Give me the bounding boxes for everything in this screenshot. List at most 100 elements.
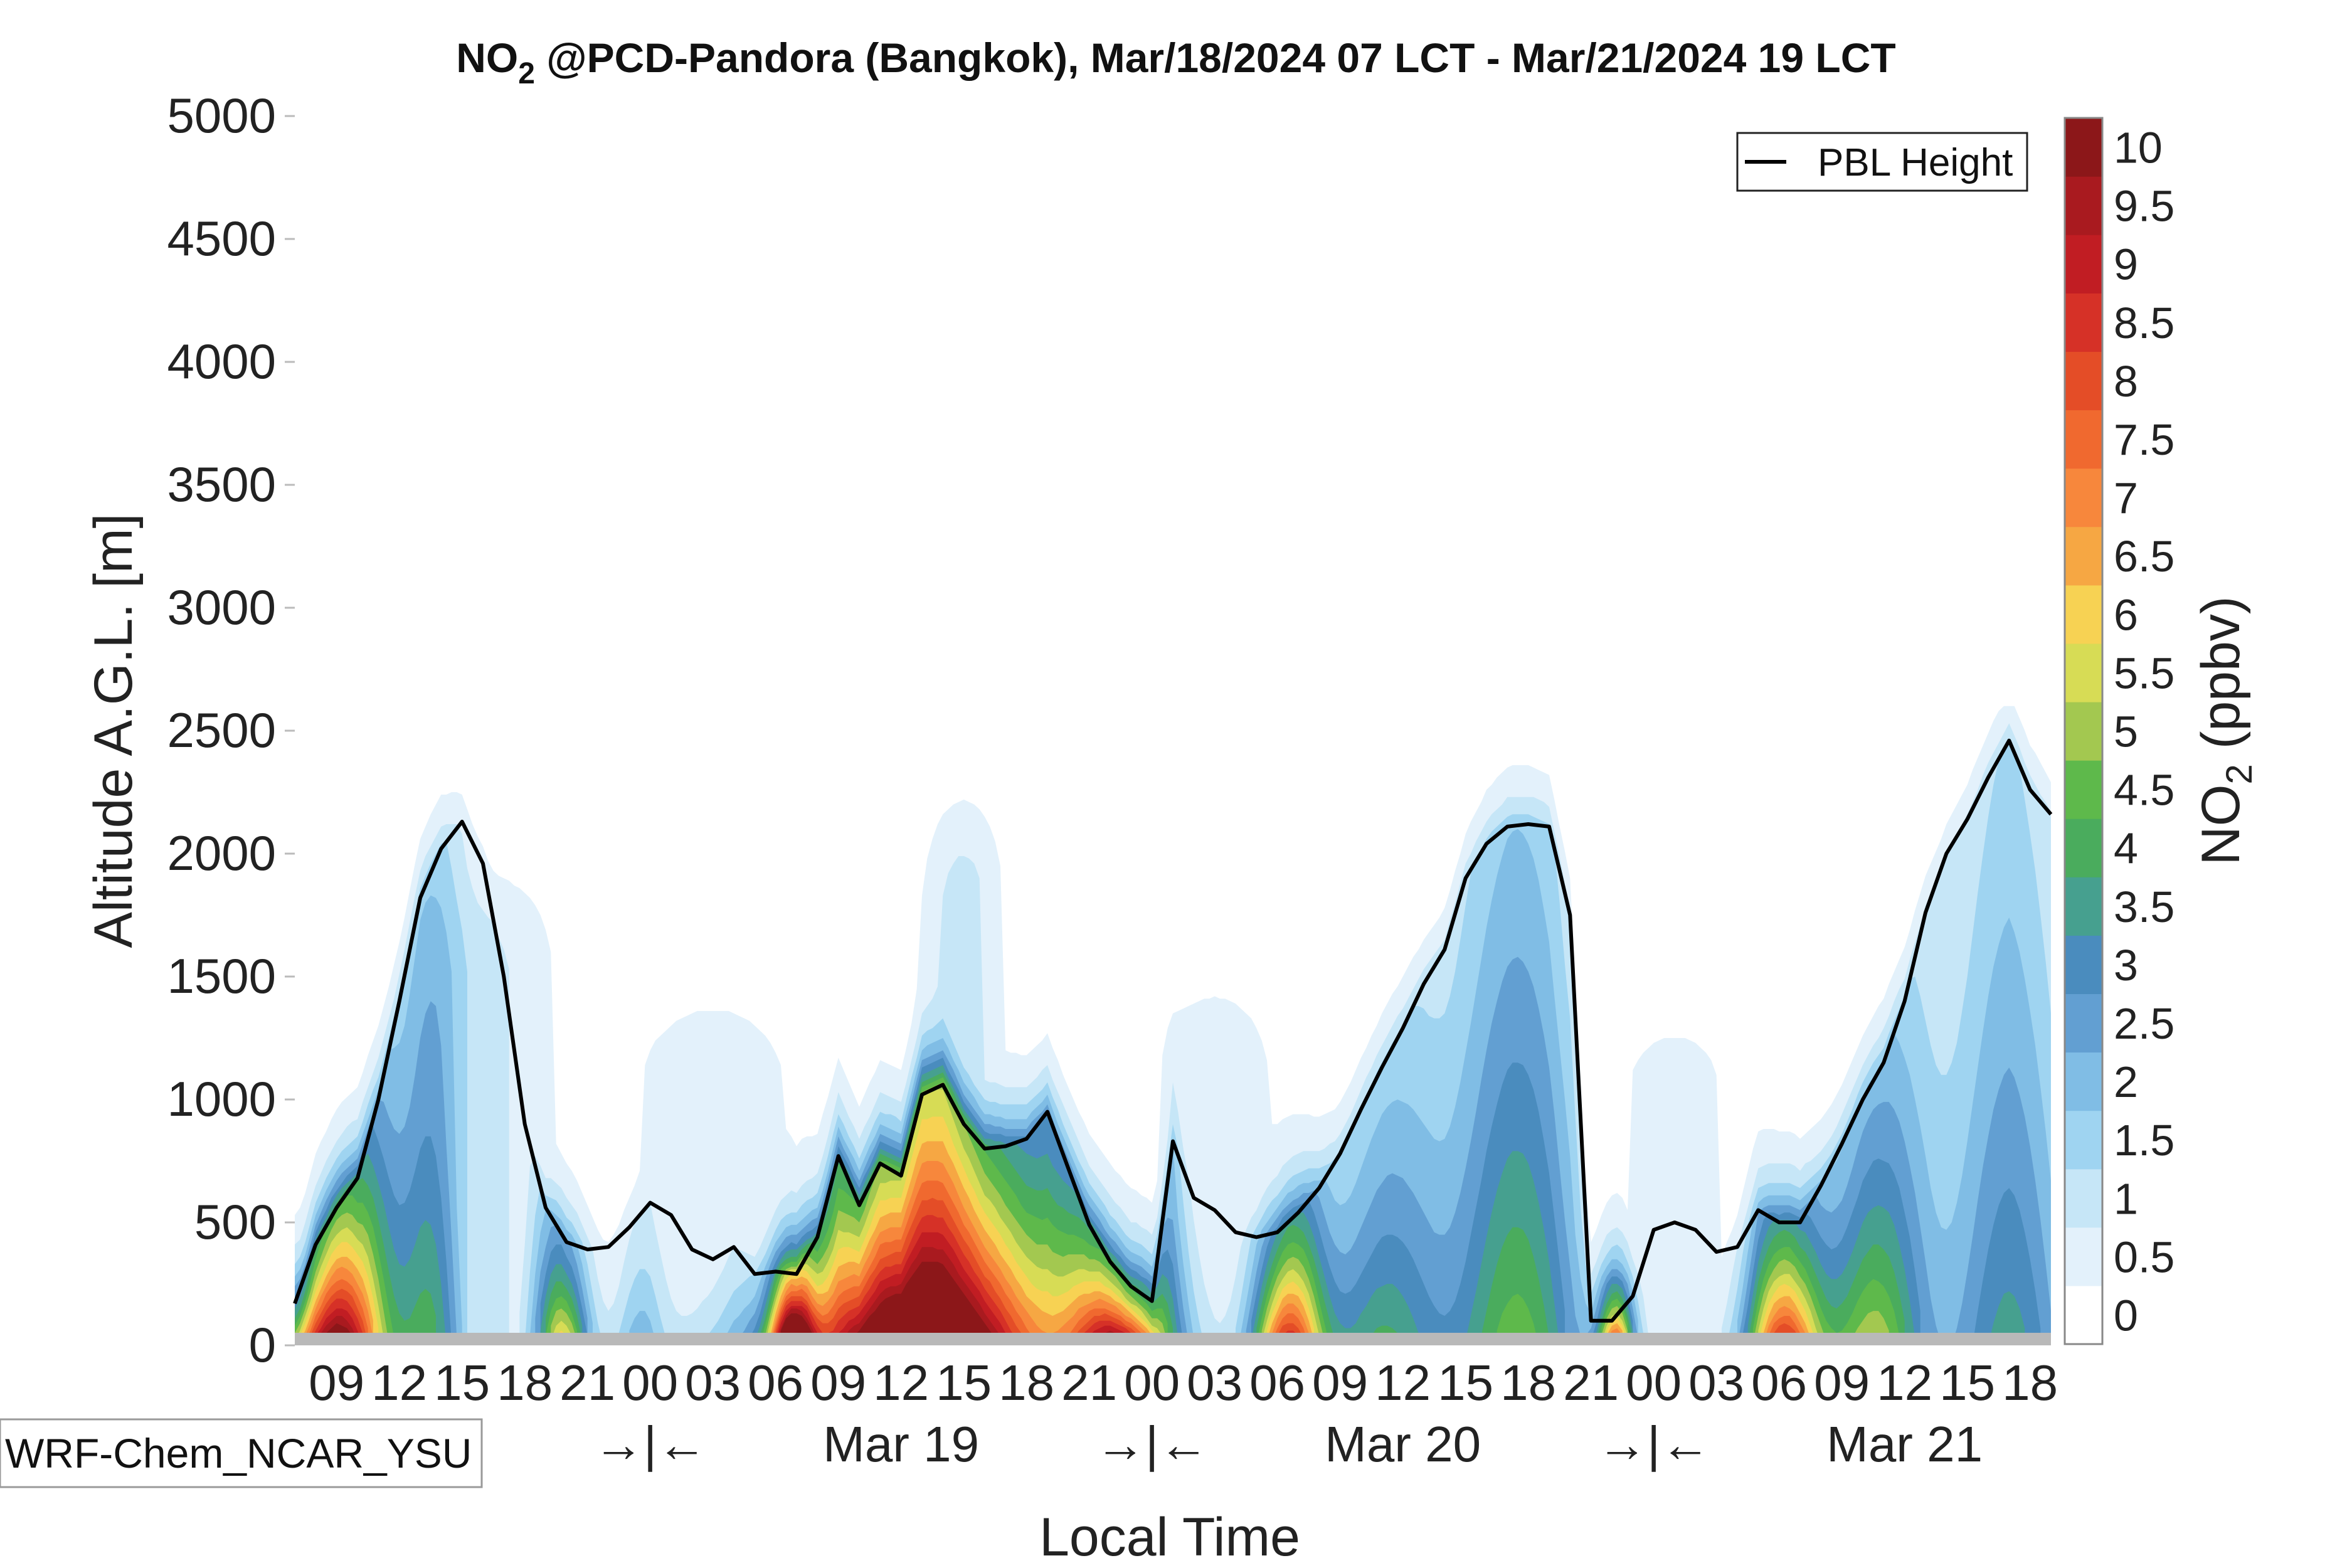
x-tick-label: 09 — [1312, 1355, 1368, 1411]
y-tick-label: 500 — [194, 1194, 276, 1249]
x-tick-label: 21 — [1563, 1355, 1619, 1411]
midnight-marker: →|← — [1095, 1416, 1209, 1472]
colorbar-tick-label: 10 — [2114, 124, 2163, 172]
day-label: Mar 21 — [1826, 1416, 1983, 1472]
x-tick-label: 03 — [1187, 1355, 1242, 1411]
y-tick-label: 3500 — [167, 457, 276, 512]
x-tick-label: 15 — [434, 1355, 490, 1411]
colorbar-label-rest: (ppbv) — [2191, 596, 2251, 765]
colorbar-swatch — [2065, 235, 2102, 294]
contour-band-10 — [320, 1261, 1131, 1345]
colorbar-label-species: NO — [2191, 784, 2251, 865]
y-tick-label: 1000 — [167, 1071, 276, 1126]
colorbar-swatch — [2065, 1110, 2102, 1170]
colorbar-swatch — [2065, 585, 2102, 644]
x-tick-label: 03 — [1688, 1355, 1744, 1411]
colorbar-swatch — [2065, 935, 2102, 994]
model-label-box: WRF-Chem_NCAR_YSU — [0, 1418, 483, 1488]
model-label-frame — [0, 1418, 483, 1488]
colorbar-swatch — [2065, 877, 2102, 936]
y-tick-label: 2000 — [167, 825, 276, 881]
colorbar-tick-label: 8 — [2114, 357, 2138, 406]
y-axis-label: Altitude A.G.L. [m] — [83, 513, 144, 948]
colorbar-frame — [2063, 117, 2104, 1345]
legend: PBL Height — [1736, 132, 2028, 192]
x-tick-label: 18 — [999, 1355, 1054, 1411]
x-tick-label: 12 — [1375, 1355, 1431, 1411]
colorbar-tick-label: 6 — [2114, 590, 2138, 639]
x-tick-label: 06 — [748, 1355, 803, 1411]
colorbar-tick-label: 4 — [2114, 824, 2138, 873]
x-tick-label: 18 — [2002, 1355, 2058, 1411]
x-tick-label: 12 — [873, 1355, 929, 1411]
title-rest: @PCD-Pandora (Bangkok), Mar/18/2024 07 L… — [535, 34, 1896, 81]
day-label: Mar 20 — [1325, 1416, 1481, 1472]
colorbar-tick-label: 9.5 — [2114, 182, 2175, 231]
y-axis: 0 500 1000 1500 2000 2500 3000 3500 4000 4500 5000 — [167, 88, 295, 1372]
x-tick-label: 21 — [559, 1355, 615, 1411]
pbl-height-line — [293, 738, 2053, 1323]
colorbar-tick-label: 6.5 — [2114, 532, 2175, 581]
y-tick-label: 0 — [249, 1317, 276, 1372]
x-tick-label: 15 — [1939, 1355, 1995, 1411]
colorbar-tick-label: 2 — [2114, 1057, 2138, 1106]
colorbar-swatch — [2065, 1052, 2102, 1111]
colorbar-tick-label: 8.5 — [2114, 299, 2175, 347]
colorbar-swatch — [2065, 1227, 2102, 1286]
colorbar-swatch — [2065, 702, 2102, 761]
colorbar-tick-label: 1.5 — [2114, 1116, 2175, 1165]
colorbar-swatch — [2065, 1168, 2102, 1228]
colorbar-swatch — [2065, 468, 2102, 527]
colorbar-swatch — [2065, 351, 2102, 411]
x-axis-label: Local Time — [1039, 1507, 1300, 1567]
no2-contours — [295, 706, 2051, 1345]
y-tick-label: 2500 — [167, 702, 276, 758]
x-tick-label: 09 — [1814, 1355, 1870, 1411]
chart-title: NO2 @PCD-Pandora (Bangkok), Mar/18/2024 … — [456, 34, 1895, 90]
colorbar: 0 0.5 1 1.5 2 2.5 3 3.5 4 4.5 5 5.5 6 6.5 7 7.5 8 8.5 9 9.5… — [2063, 117, 2175, 1345]
colorbar-swatch — [2065, 410, 2102, 469]
x-tick-label: 09 — [810, 1355, 866, 1411]
x-tick-label: 03 — [685, 1355, 741, 1411]
colorbar-swatch — [2065, 760, 2102, 819]
colorbar-swatch — [2065, 1285, 2102, 1345]
colorbar-tick-label: 0.5 — [2114, 1232, 2175, 1281]
plot-area — [293, 116, 2053, 1345]
x-tick-label: 09 — [309, 1355, 364, 1411]
x-tick-label: 12 — [371, 1355, 427, 1411]
colorbar-tick-label: 5 — [2114, 707, 2138, 756]
colorbar-tick-label: 2.5 — [2114, 999, 2175, 1048]
colorbar-swatch — [2065, 526, 2102, 586]
colorbar-tick-label: 7.5 — [2114, 415, 2175, 464]
colorbar-tick-label: 7 — [2114, 474, 2138, 522]
x-tick-label: 15 — [936, 1355, 992, 1411]
colorbar-tick-label: 1 — [2114, 1174, 2138, 1223]
y-tick-label: 4000 — [167, 334, 276, 389]
colorbar-swatch — [2065, 118, 2102, 177]
x-tick-label: 18 — [1500, 1355, 1556, 1411]
colorbar-swatch — [2065, 643, 2102, 702]
x-tick-label: 00 — [622, 1355, 678, 1411]
colorbar-tick-label: 3 — [2114, 941, 2138, 990]
title-subscript: 2 — [518, 57, 535, 90]
legend-label: PBL Height — [1818, 141, 2013, 184]
day-label: Mar 19 — [823, 1416, 979, 1472]
colorbar-tick-label: 4.5 — [2114, 766, 2175, 815]
colorbar-swatch — [2065, 293, 2102, 352]
model-label: WRF-Chem_NCAR_YSU — [5, 1430, 472, 1476]
colorbar-swatch — [2065, 176, 2102, 235]
colorbar-swatch — [2065, 818, 2102, 877]
title-species: NO — [456, 34, 518, 81]
y-tick-label: 1500 — [167, 948, 276, 1004]
x-tick-label: 00 — [1626, 1355, 1682, 1411]
midnight-marker: →|← — [1597, 1416, 1710, 1472]
x-tick-label: 18 — [497, 1355, 553, 1411]
contour-band-4 — [295, 1072, 1905, 1345]
x-tick-label: 12 — [1877, 1355, 1932, 1411]
x-tick-label: 06 — [1751, 1355, 1807, 1411]
contour-band-6 — [295, 1116, 1816, 1345]
x-tick-label: 21 — [1061, 1355, 1117, 1411]
colorbar-tick-label: 9 — [2114, 240, 2138, 289]
colorbar-tick-label: 5.5 — [2114, 649, 2175, 697]
colorbar-tick-label: 3.5 — [2114, 882, 2175, 931]
